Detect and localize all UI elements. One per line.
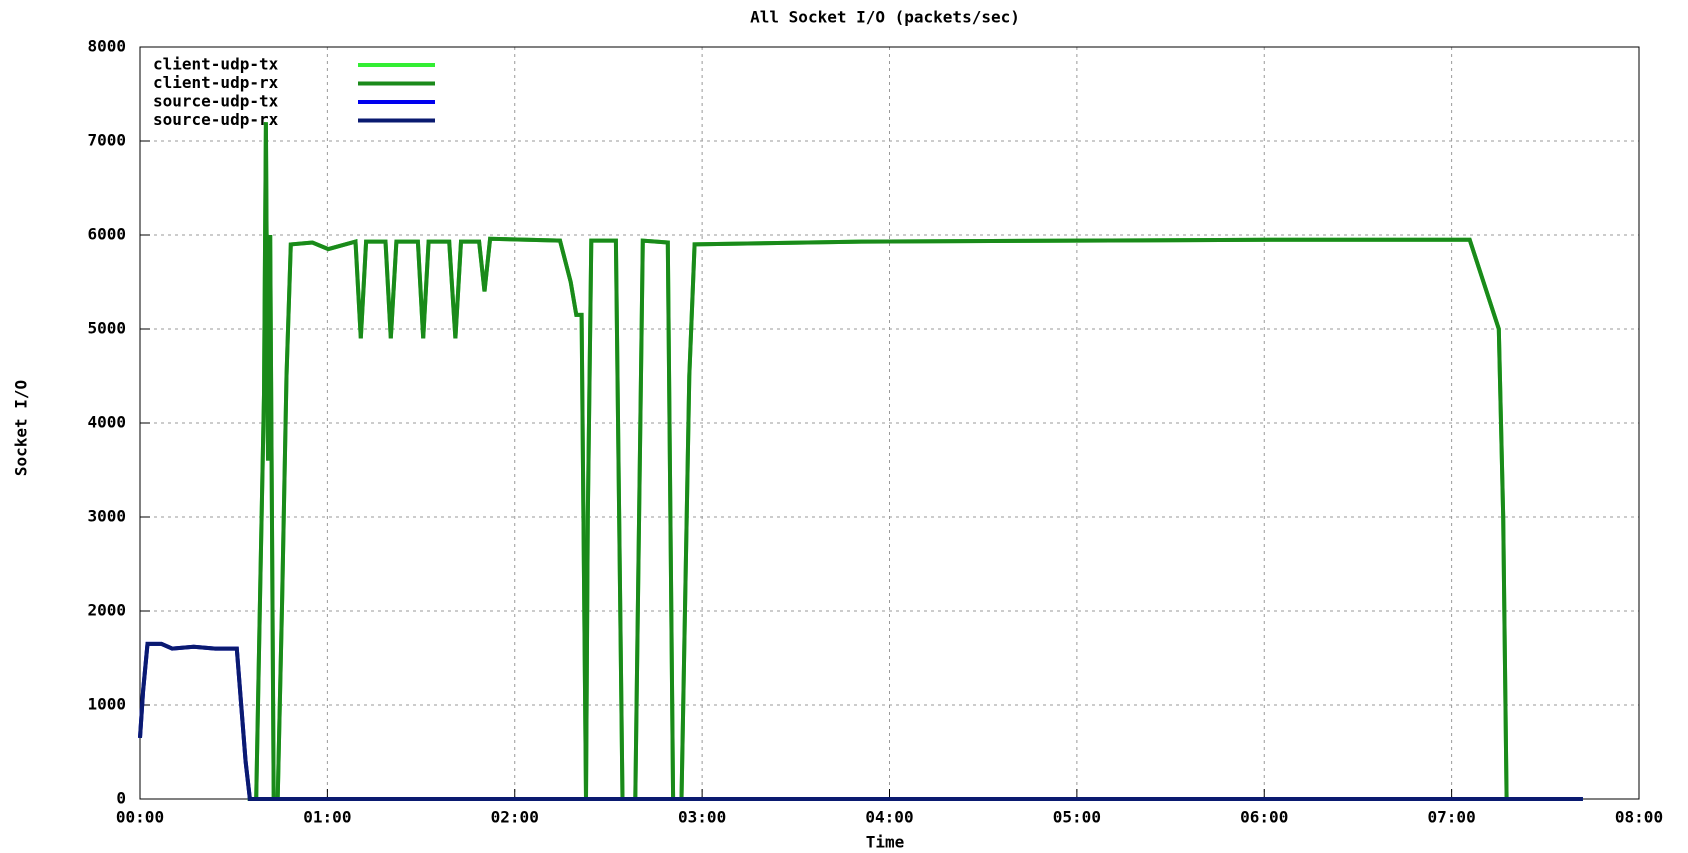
y-tick-label: 6000 bbox=[87, 225, 126, 244]
x-tick-label: 08:00 bbox=[1615, 808, 1663, 827]
x-tick-label: 05:00 bbox=[1053, 808, 1101, 827]
x-axis-label: Time bbox=[866, 833, 905, 852]
x-tick-label: 03:00 bbox=[678, 808, 726, 827]
x-tick-label: 04:00 bbox=[865, 808, 913, 827]
series-line bbox=[247, 122, 1583, 801]
y-tick-label: 8000 bbox=[87, 37, 126, 56]
legend-label: source-udp-rx bbox=[153, 110, 279, 129]
series-line bbox=[138, 641, 1583, 801]
series-line bbox=[138, 641, 1583, 801]
x-tick-label: 06:00 bbox=[1240, 808, 1288, 827]
chart-title: All Socket I/O (packets/sec) bbox=[750, 8, 1020, 27]
y-tick-label: 0 bbox=[116, 789, 126, 808]
legend-label: client-udp-rx bbox=[153, 73, 279, 92]
y-tick-label: 4000 bbox=[87, 413, 126, 432]
legend-label: source-udp-tx bbox=[153, 92, 279, 111]
y-tick-label: 2000 bbox=[87, 601, 126, 620]
legend-label: client-udp-tx bbox=[153, 55, 279, 74]
x-tick-label: 02:00 bbox=[491, 808, 539, 827]
y-axis-label: Socket I/O bbox=[12, 380, 31, 476]
x-tick-label: 01:00 bbox=[303, 808, 351, 827]
y-tick-label: 3000 bbox=[87, 507, 126, 526]
y-tick-label: 1000 bbox=[87, 695, 126, 714]
x-tick-label: 00:00 bbox=[116, 808, 164, 827]
y-tick-label: 7000 bbox=[87, 131, 126, 150]
y-tick-label: 5000 bbox=[87, 319, 126, 338]
series-line bbox=[247, 122, 1583, 801]
x-tick-label: 07:00 bbox=[1428, 808, 1476, 827]
